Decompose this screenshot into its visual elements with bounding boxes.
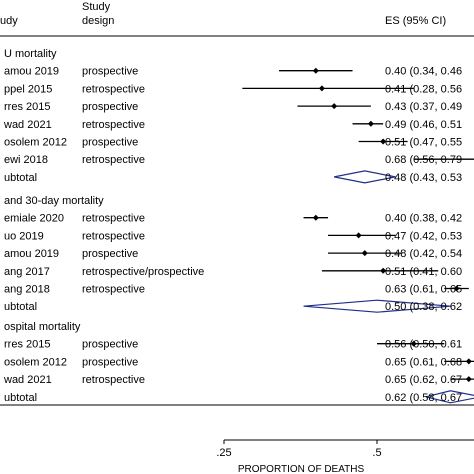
study-design: retrospective [82, 284, 145, 296]
x-axis-label: PROPORTION OF DEATHS [238, 464, 365, 474]
header-design-line2: design [82, 15, 114, 27]
x-tick-label: .25 [216, 447, 231, 459]
es-ci-label: 0.40 (0.38, 0.42 [385, 213, 462, 225]
study-name: amou 2019 [4, 248, 59, 260]
study-row: wad 2021 retrospective 0.49 (0.46, 0.51 [3, 119, 462, 131]
subtotal-name: ubtotal [4, 301, 37, 313]
study-design: prospective [82, 339, 138, 351]
header-design-line1: Study [82, 1, 111, 13]
study-name: ang 2017 [4, 266, 50, 278]
header-es: ES (95% CI) [385, 15, 446, 27]
study-name: ewi 2018 [4, 154, 48, 166]
study-name: ppel 2015 [4, 83, 52, 95]
es-ci-label: 0.68 (0.56, 0.79 [385, 154, 462, 166]
study-design: retrospective [82, 83, 145, 95]
es-ci-label: 0.49 (0.46, 0.51 [385, 119, 462, 131]
point-estimate [465, 358, 472, 365]
subtotal-diamond [425, 390, 474, 404]
study-row: osolem 2012 prospective 0.65 (0.61, 0.68 [4, 356, 474, 368]
point-estimate [318, 85, 325, 92]
es-ci-label: 0.56 (0.50, 0.61 [385, 339, 462, 351]
study-name: osolem 2012 [4, 137, 67, 149]
study-row: rres 2015 prospective 0.56 (0.50, 0.61 [4, 339, 462, 351]
study-name: emiale 2020 [4, 213, 64, 225]
point-estimate [367, 120, 374, 127]
subtotal-es-ci-label: 0.50 (0.38, 0.62 [385, 301, 462, 313]
es-ci-label: 0.40 (0.34, 0.46 [385, 66, 462, 78]
study-row: rres 2015 prospective 0.43 (0.37, 0.49 [4, 101, 462, 113]
es-ci-label: 0.48 (0.42, 0.54 [385, 248, 462, 260]
study-design: retrospective/prospective [82, 266, 204, 278]
study-design: retrospective [82, 154, 145, 166]
group-title: ospital mortality [4, 321, 81, 333]
point-estimate [410, 340, 417, 347]
subtotal-row: ubtotal 0.48 (0.43, 0.53 [4, 170, 462, 184]
subtotal-name: ubtotal [4, 392, 37, 404]
point-estimate [312, 214, 319, 221]
point-estimate [380, 138, 387, 145]
point-estimate [453, 285, 460, 292]
point-estimate [331, 103, 338, 110]
subtotal-diamond [334, 170, 396, 184]
study-design: prospective [82, 248, 138, 260]
subtotal-row: ubtotal 0.62 (0.58, 0.67 [4, 390, 474, 404]
study-name: wad 2021 [3, 119, 52, 131]
study-name: rres 2015 [4, 101, 50, 113]
study-name: amou 2019 [4, 66, 59, 78]
subtotal-row: ubtotal 0.50 (0.38, 0.62 [4, 299, 462, 313]
study-name: ang 2018 [4, 284, 50, 296]
subtotal-es-ci-label: 0.62 (0.58, 0.67 [385, 392, 462, 404]
point-estimate [312, 67, 319, 74]
es-ci-label: 0.65 (0.62, 0.67 [385, 374, 462, 386]
study-design: retrospective [82, 374, 145, 386]
point-estimate [355, 232, 362, 239]
group-title: U mortality [4, 48, 57, 60]
study-name: wad 2021 [3, 374, 52, 386]
study-row: amou 2019 prospective 0.40 (0.34, 0.46 [4, 66, 462, 78]
group-title: and 30-day mortality [4, 195, 104, 207]
header-study: udy [0, 15, 18, 27]
es-ci-label: 0.63 (0.61, 0.65 [385, 284, 462, 296]
x-tick-label: .5 [372, 447, 381, 459]
subtotal-diamond [303, 299, 451, 313]
study-design: retrospective [82, 213, 145, 225]
study-design: prospective [82, 137, 138, 149]
header: udy Study design ES (95% CI) [0, 1, 446, 27]
forest-rows: U mortality amou 2019 prospective 0.40 (0.3… [3, 48, 474, 404]
study-row: ewi 2018 retrospective 0.68 (0.56, 0.79 [4, 154, 474, 166]
es-ci-label: 0.65 (0.61, 0.68 [385, 356, 462, 368]
study-design: retrospective [82, 119, 145, 131]
es-ci-label: 0.51 (0.47, 0.55 [385, 137, 462, 149]
study-row: ang 2018 retrospective 0.63 (0.61, 0.65 [4, 284, 469, 296]
point-estimate [380, 267, 387, 274]
study-row: ppel 2015 retrospective 0.41 (0.28, 0.56 [4, 83, 462, 95]
study-design: prospective [82, 66, 138, 78]
x-axis: .25.5.751 [216, 439, 474, 459]
study-row: wad 2021 retrospective 0.65 (0.62, 0.67 [3, 374, 474, 386]
study-row: amou 2019 prospective 0.48 (0.42, 0.54 [4, 248, 462, 260]
es-ci-label: 0.47 (0.42, 0.53 [385, 230, 462, 242]
study-name: osolem 2012 [4, 356, 67, 368]
subtotal-es-ci-label: 0.48 (0.43, 0.53 [385, 172, 462, 184]
es-ci-label: 0.41 (0.28, 0.56 [385, 83, 462, 95]
point-estimate [465, 376, 472, 383]
study-name: rres 2015 [4, 339, 50, 351]
study-row: emiale 2020 retrospective 0.40 (0.38, 0.42 [4, 213, 462, 225]
es-ci-label: 0.43 (0.37, 0.49 [385, 101, 462, 113]
study-row: ang 2017 retrospective/prospective 0.51 (0… [4, 266, 462, 278]
subtotal-name: ubtotal [4, 172, 37, 184]
es-ci-label: 0.51 (0.41, 0.60 [385, 266, 462, 278]
study-design: retrospective [82, 230, 145, 242]
study-row: uo 2019 retrospective 0.47 (0.42, 0.53 [4, 230, 462, 242]
study-row: osolem 2012 prospective 0.51 (0.47, 0.55 [4, 137, 462, 149]
point-estimate [361, 250, 368, 257]
study-design: prospective [82, 101, 138, 113]
study-design: prospective [82, 356, 138, 368]
study-name: uo 2019 [4, 230, 44, 242]
